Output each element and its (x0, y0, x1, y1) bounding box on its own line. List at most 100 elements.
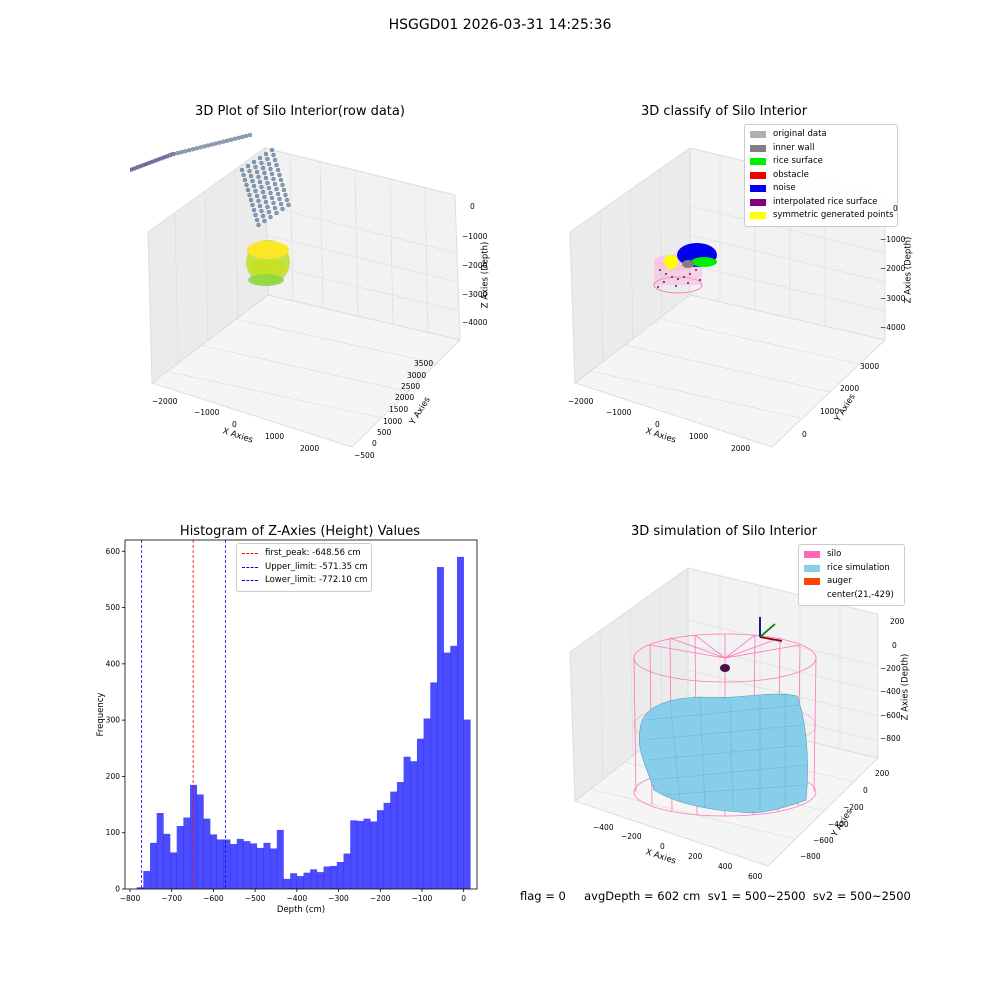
x-tick: −1000 (194, 408, 220, 417)
y-tick: 0 (802, 430, 807, 439)
scatter-point (251, 207, 257, 213)
scatter-point (260, 165, 266, 171)
raw-data-3d-plot (130, 132, 461, 448)
histogram-bar (430, 682, 438, 889)
status-footer: flag = 0 avgDepth = 602 cm sv1 = 500~250… (520, 889, 911, 903)
scatter-point (256, 198, 261, 204)
legend-label: center(21,-429) (827, 589, 894, 600)
scatter-point (244, 133, 249, 139)
x-tick: 0 (232, 420, 237, 429)
legend-label: original data (773, 129, 827, 139)
scatter-point (262, 170, 267, 176)
x-tick: −400 (593, 823, 614, 832)
scatter-point (269, 147, 275, 153)
histogram-bar (296, 876, 304, 889)
scatter-point (247, 192, 252, 198)
histogram-bar (236, 838, 244, 889)
legend-swatch (750, 185, 766, 193)
scatter-point (278, 177, 284, 183)
scatter-point (257, 155, 263, 161)
z-tick: 0 (893, 204, 898, 213)
scatter-point (248, 197, 254, 203)
x-tick: 2000 (731, 444, 751, 453)
y-tick: 2000 (840, 384, 860, 393)
histogram-bar (343, 853, 351, 889)
legend-swatch (804, 564, 820, 572)
x-tick: 0 (660, 842, 665, 851)
z-tick: −2000 (462, 261, 488, 270)
z-tick: −3000 (880, 294, 906, 303)
panel4-legend: silo rice simulation auger center(21,-42… (798, 544, 905, 606)
scatter-point (167, 152, 173, 158)
scatter-point (194, 146, 199, 151)
legend-item: Upper_limit: -571.35 cm (242, 561, 368, 575)
scatter-point (247, 168, 252, 174)
classified-3d-plot (569, 147, 887, 448)
y-tick-label: 0 (115, 885, 120, 894)
scatter-point (221, 139, 226, 144)
scatter-point (244, 182, 249, 188)
scatter-point (251, 159, 257, 165)
scatter-point (271, 200, 276, 206)
scatter-point (260, 189, 266, 195)
scatter-point (259, 208, 264, 214)
scatter-point (256, 174, 261, 180)
legend-swatch (750, 198, 766, 206)
scatter-point (262, 218, 267, 224)
x-tick: −200 (621, 832, 642, 841)
legend-line-blue (242, 580, 258, 582)
scatter-point (274, 186, 279, 192)
z-tick: −800 (880, 734, 901, 743)
scatter-point (280, 206, 285, 212)
scatter-point (260, 213, 266, 219)
scatter-point (254, 169, 260, 175)
y-tick: −500 (354, 451, 375, 460)
scatter-point (257, 203, 263, 209)
scatter-point (268, 190, 273, 196)
scatter-point (274, 162, 279, 168)
histogram-bar (243, 841, 251, 889)
y-tick: 0 (372, 439, 377, 448)
scatter-point (198, 145, 203, 150)
legend-label: first_peak: -648.56 cm (265, 548, 361, 558)
panel1-y-ticks: −500 0 500 1000 1500 2000 2500 3000 3500 (352, 355, 462, 465)
histogram-bar (210, 834, 218, 889)
histogram-bar (416, 738, 424, 889)
y-tick: −400 (828, 820, 849, 829)
scatter-point (277, 172, 282, 178)
histogram-bar (363, 818, 371, 889)
scatter-point (213, 141, 218, 146)
legend-label: inner wall (773, 142, 815, 153)
histogram-bar (263, 842, 271, 889)
x-tick-label: −400 (287, 894, 308, 903)
histogram-bar (176, 825, 184, 889)
scatter-point (254, 217, 260, 223)
scatter-point (240, 134, 245, 140)
y-tick: 500 (377, 428, 392, 437)
panel1-title: 3D Plot of Silo Interior(row data) (195, 104, 405, 119)
x-axis-label: Depth (cm) (277, 905, 325, 915)
scatter-point (263, 151, 269, 157)
legend-label: rice surface (773, 156, 823, 166)
scatter-point (253, 188, 258, 194)
histogram-bar (276, 829, 284, 889)
x-tick: −2000 (152, 397, 178, 406)
scatter-point (236, 135, 241, 141)
scatter-point (274, 210, 279, 216)
histogram-bar (290, 873, 298, 889)
z-tick: 0 (892, 641, 897, 650)
scatter-point (217, 140, 222, 145)
histogram-bar (456, 556, 464, 889)
scatter-point (266, 185, 272, 191)
scatter-point (283, 192, 288, 198)
y-tick: 1500 (389, 405, 409, 414)
x-tick: 1000 (265, 432, 285, 441)
scatter-point (205, 143, 211, 148)
panel2-x-ticks: −2000 −1000 0 1000 2000 (565, 395, 785, 465)
scatter-point (268, 166, 273, 172)
histogram-bar (156, 813, 164, 889)
scatter-point (271, 176, 276, 182)
panel2-legend: original data inner wall rice surface ob… (744, 124, 898, 227)
scatter-point (269, 195, 275, 201)
scatter-point (259, 184, 264, 190)
